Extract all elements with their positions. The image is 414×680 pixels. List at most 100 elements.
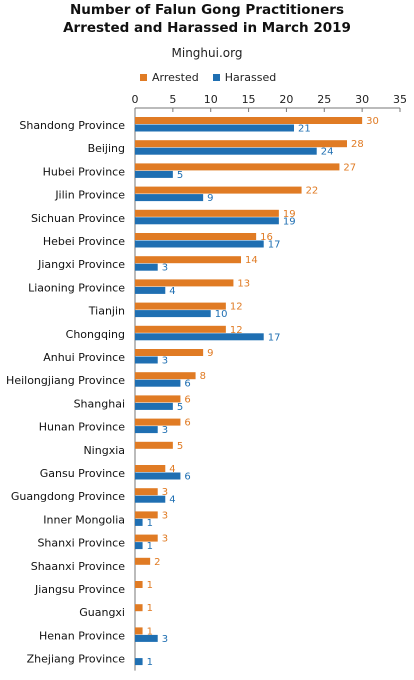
category-label: Guangxi bbox=[79, 606, 125, 619]
bar-harassed bbox=[135, 658, 143, 666]
legend: Arrested Harassed bbox=[140, 71, 276, 84]
bar-harassed bbox=[135, 170, 173, 178]
legend-label-arrested: Arrested bbox=[152, 71, 199, 84]
category-label: Jiangxi Province bbox=[37, 258, 125, 271]
bar-harassed bbox=[135, 472, 181, 480]
legend-swatch-arrested bbox=[140, 74, 147, 81]
bar-harassed bbox=[135, 634, 158, 642]
legend-label-harassed: Harassed bbox=[224, 71, 277, 84]
x-tick-label: 15 bbox=[242, 93, 256, 106]
data-label-arrested: 1 bbox=[147, 626, 153, 637]
data-label-arrested: 6 bbox=[184, 394, 190, 405]
data-label-harassed: 1 bbox=[147, 657, 153, 668]
category-label: Jiangsu Province bbox=[34, 583, 125, 596]
bar-harassed bbox=[135, 518, 143, 526]
data-label-harassed: 17 bbox=[268, 240, 281, 251]
data-label-harassed: 5 bbox=[177, 402, 183, 413]
bar-arrested bbox=[135, 488, 158, 496]
data-label-harassed: 5 bbox=[177, 170, 183, 181]
data-label-arrested: 9 bbox=[207, 348, 213, 359]
category-label: Shaanxi Province bbox=[31, 560, 126, 573]
bar-arrested bbox=[135, 163, 340, 171]
x-tick-label: 30 bbox=[355, 93, 369, 106]
bar-harassed bbox=[135, 379, 181, 387]
data-label-harassed: 9 bbox=[207, 193, 213, 204]
bar-harassed bbox=[135, 147, 317, 155]
category-label: Hebei Province bbox=[43, 235, 125, 248]
bar-harassed bbox=[135, 194, 204, 202]
bar-arrested bbox=[135, 349, 204, 356]
bar-arrested bbox=[135, 279, 234, 287]
bar-arrested bbox=[135, 465, 166, 472]
bar-arrested bbox=[135, 325, 226, 333]
data-label-arrested: 5 bbox=[177, 441, 183, 452]
x-tick-label: 0 bbox=[132, 93, 139, 106]
x-tick-label: 5 bbox=[169, 93, 176, 106]
category-label: Ningxia bbox=[83, 444, 125, 457]
bar-arrested bbox=[135, 140, 347, 148]
data-label-arrested: 13 bbox=[237, 278, 250, 289]
data-label-harassed: 1 bbox=[147, 518, 153, 529]
data-label-arrested: 14 bbox=[245, 255, 258, 266]
bar-harassed bbox=[135, 240, 264, 248]
bar-arrested bbox=[135, 534, 158, 542]
x-tick-label: 20 bbox=[279, 93, 293, 106]
data-label-arrested: 19 bbox=[283, 209, 296, 220]
bar-arrested bbox=[135, 117, 363, 124]
category-label: Tianjin bbox=[88, 305, 125, 318]
data-label-harassed: 4 bbox=[169, 495, 175, 506]
chart-title-line2: Arrested and Harassed in March 2019 bbox=[63, 20, 351, 36]
category-label: Henan Province bbox=[39, 629, 125, 642]
data-label-arrested: 8 bbox=[200, 371, 206, 382]
data-label-arrested: 1 bbox=[147, 603, 153, 614]
category-label: Chongqing bbox=[66, 328, 125, 341]
data-label-arrested: 6 bbox=[184, 418, 190, 429]
bar-arrested bbox=[135, 395, 181, 403]
bar-harassed bbox=[135, 333, 264, 341]
bar-arrested bbox=[135, 581, 143, 588]
category-label: Guangdong Province bbox=[11, 490, 125, 503]
data-label-harassed: 3 bbox=[162, 263, 168, 274]
data-label-harassed: 17 bbox=[268, 332, 281, 343]
bar-harassed bbox=[135, 495, 166, 503]
bar-arrested bbox=[135, 511, 158, 519]
data-label-harassed: 19 bbox=[283, 216, 296, 227]
bar-arrested bbox=[135, 302, 226, 310]
category-label: Gansu Province bbox=[40, 467, 125, 480]
data-label-arrested: 12 bbox=[230, 325, 243, 336]
category-label: Zhejiang Province bbox=[27, 653, 126, 666]
x-tick-label: 35 bbox=[393, 93, 407, 106]
legend-item-arrested: Arrested bbox=[140, 71, 199, 84]
data-label-harassed: 3 bbox=[162, 356, 168, 367]
data-label-arrested: 30 bbox=[366, 116, 379, 127]
legend-swatch-harassed bbox=[212, 74, 220, 81]
data-label-harassed: 24 bbox=[321, 147, 334, 158]
bar-arrested bbox=[135, 627, 143, 635]
data-label-arrested: 3 bbox=[162, 534, 168, 545]
bar-harassed bbox=[135, 124, 294, 132]
bar-arrested bbox=[135, 256, 241, 264]
legend-item-harassed: Harassed bbox=[212, 71, 277, 84]
bar-arrested bbox=[135, 604, 143, 612]
bar-arrested bbox=[135, 372, 196, 380]
bar-arrested bbox=[135, 441, 173, 449]
data-label-arrested: 3 bbox=[162, 510, 168, 521]
bar-harassed bbox=[135, 286, 166, 294]
x-tick-label: 25 bbox=[317, 93, 331, 106]
data-label-arrested: 16 bbox=[260, 232, 273, 243]
category-label: Beijing bbox=[88, 142, 125, 155]
category-label: Shanxi Province bbox=[37, 537, 125, 550]
data-label-harassed: 3 bbox=[162, 634, 168, 645]
category-label: Liaoning Province bbox=[28, 281, 125, 294]
data-label-harassed: 6 bbox=[184, 379, 190, 390]
category-label: Hubei Province bbox=[43, 165, 126, 178]
bar-arrested bbox=[135, 209, 279, 217]
data-label-arrested: 3 bbox=[162, 487, 168, 498]
category-label: Hunan Province bbox=[39, 421, 125, 434]
data-label-arrested: 12 bbox=[230, 302, 243, 313]
x-tick-label: 10 bbox=[204, 93, 218, 106]
bar-arrested bbox=[135, 186, 302, 194]
data-label-harassed: 1 bbox=[147, 541, 153, 552]
